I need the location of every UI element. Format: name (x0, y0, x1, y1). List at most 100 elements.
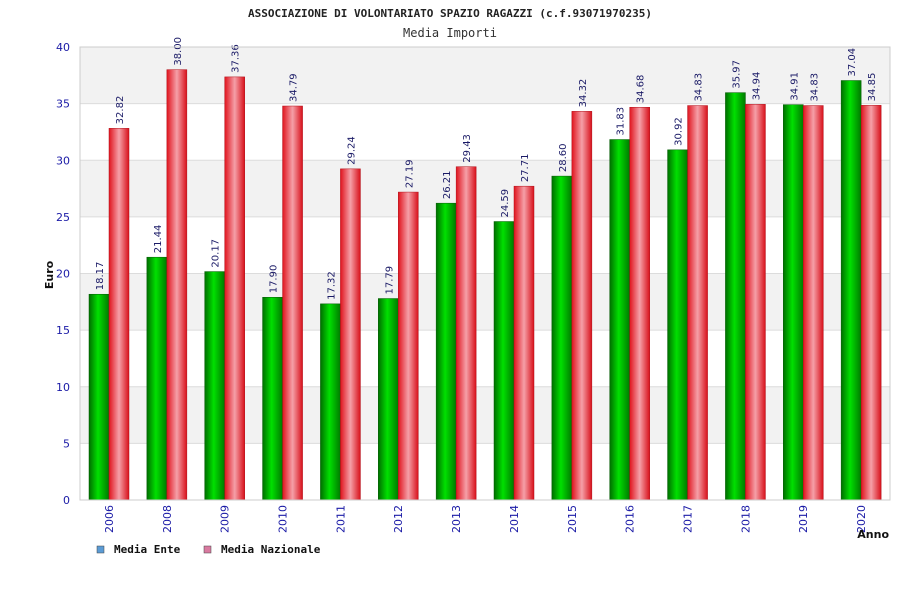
grid-band (80, 216, 890, 274)
y-tick-label: 15 (56, 324, 70, 337)
bar-media-ente-2012 (378, 298, 399, 501)
bar-media-nazionale-2012 (398, 191, 419, 501)
grid-band (80, 103, 890, 161)
data-label: 27.71 (520, 154, 531, 183)
x-tick-label: 2018 (739, 505, 752, 533)
data-label: 34.79 (289, 73, 300, 102)
legend-swatch-media-ente (96, 545, 105, 554)
data-label: 20.17 (211, 239, 222, 268)
bar-media-ente-2018 (725, 92, 746, 501)
data-label: 38.00 (173, 37, 184, 66)
data-label: 34.32 (578, 79, 589, 108)
data-label: 34.83 (694, 73, 705, 102)
x-tick-label: 2009 (219, 505, 232, 533)
data-label: 24.59 (500, 189, 511, 218)
bar-media-ente-2009 (204, 271, 225, 501)
bar-media-ente-2017 (667, 149, 688, 501)
x-tick-label: 2016 (624, 505, 637, 533)
x-tick-label: 2019 (797, 505, 810, 533)
y-tick-label: 0 (63, 494, 70, 507)
x-axis-label: Anno (857, 528, 889, 541)
data-label: 34.94 (751, 72, 762, 101)
bar-media-nazionale-2014 (513, 185, 535, 501)
bar-media-ente-2010 (262, 297, 283, 501)
bar-media-ente-2020 (840, 80, 862, 501)
bar-media-nazionale-2017 (687, 105, 708, 501)
grid-band (80, 47, 890, 104)
y-tick-label: 40 (56, 41, 70, 54)
grid-band (80, 386, 890, 444)
x-tick-label: 2012 (392, 505, 405, 533)
x-tick-label: 2020 (855, 505, 868, 533)
bar-media-nazionale-2013 (455, 166, 477, 501)
axes: 0 5 10 15 20 25 30 35 40 2006 2008 2009 2010 2011 2012… (56, 41, 891, 533)
y-tick-label: 30 (56, 154, 70, 167)
grid-band (80, 443, 890, 500)
bar-media-ente-2013 (435, 202, 457, 501)
data-label: 34.68 (636, 75, 647, 104)
bar-media-ente-2015 (551, 175, 573, 501)
bar-media-nazionale-2009 (224, 76, 245, 501)
grid-band (80, 160, 890, 217)
bar-media-ente-2008 (146, 256, 168, 501)
legend-swatch-media-nazionale (203, 545, 212, 554)
data-label: 35.97 (731, 60, 742, 89)
data-label: 37.04 (847, 48, 858, 77)
bar-media-nazionale-2008 (166, 69, 188, 501)
legend-label-media-nazionale: Media Nazionale (221, 543, 321, 556)
data-label: 17.79 (384, 266, 395, 295)
grid-band (80, 273, 890, 331)
y-axis-label: Euro (43, 260, 56, 289)
grid-band (80, 330, 890, 387)
data-label: 30.92 (674, 117, 685, 146)
bars (88, 69, 882, 501)
x-tick-label: 2008 (161, 505, 174, 533)
bar-media-nazionale-2015 (571, 111, 593, 501)
data-label: 27.19 (404, 159, 415, 188)
bar-media-ente-2014 (493, 221, 515, 501)
data-label: 31.83 (616, 107, 627, 136)
data-label: 21.44 (153, 225, 164, 254)
data-label: 34.85 (867, 73, 878, 102)
data-label: 26.21 (442, 171, 453, 200)
data-labels: 18.17 32.82 21.44 38.00 20.17 37.36 17.90 34.79… (95, 37, 878, 300)
data-label: 32.82 (115, 96, 126, 125)
data-label: 28.60 (558, 143, 569, 172)
bar-media-nazionale-2006 (108, 128, 130, 501)
legend: Media Ente Media Nazionale (96, 543, 321, 556)
data-label: 37.36 (231, 44, 242, 73)
y-tick-label: 5 (63, 437, 70, 450)
y-tick-label: 35 (56, 98, 70, 111)
bar-media-ente-2006 (88, 293, 110, 501)
x-tick-label: 2006 (103, 505, 116, 533)
legend-label-media-ente: Media Ente (114, 543, 181, 556)
data-label: 29.43 (462, 134, 473, 163)
data-label: 29.24 (346, 136, 357, 165)
data-label: 17.90 (269, 265, 280, 294)
bar-media-nazionale-2010 (282, 105, 303, 501)
x-tick-label: 2014 (508, 505, 521, 533)
x-tick-label: 2015 (566, 505, 579, 533)
bar-media-ente-2011 (320, 303, 341, 501)
grid (80, 46, 890, 501)
data-label: 34.91 (789, 72, 800, 101)
x-tick-label: 2011 (334, 505, 347, 533)
bar-media-nazionale-2019 (803, 105, 824, 501)
plot-frame (79, 46, 891, 501)
bar-media-ente-2019 (783, 104, 804, 501)
bar-media-nazionale-2011 (340, 168, 361, 501)
bar-media-nazionale-2020 (860, 105, 882, 501)
data-label: 17.32 (326, 271, 337, 300)
y-tick-label: 10 (56, 381, 70, 394)
chart-title: ASSOCIAZIONE DI VOLONTARIATO SPAZIO RAGA… (248, 7, 652, 20)
data-label: 18.17 (95, 262, 106, 291)
x-tick-label: 2010 (277, 505, 290, 533)
x-tick-label: 2017 (682, 505, 695, 533)
data-label: 34.83 (809, 73, 820, 102)
x-tick-label: 2013 (450, 505, 463, 533)
y-tick-label: 20 (56, 268, 70, 281)
bar-media-ente-2016 (609, 139, 630, 501)
bar-media-nazionale-2018 (745, 104, 766, 501)
chart-subtitle: Media Importi (403, 26, 497, 40)
